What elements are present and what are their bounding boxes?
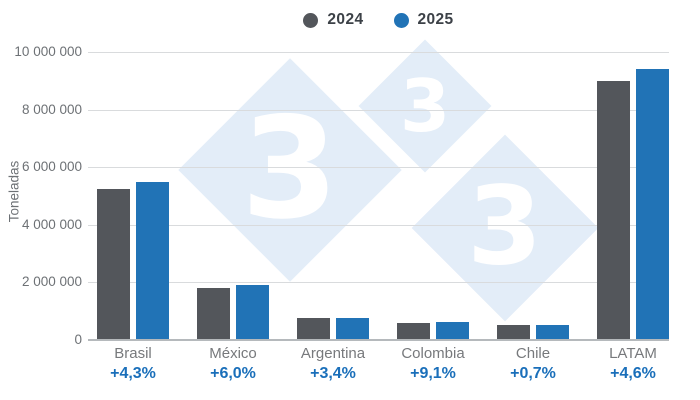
y-tick-label: 2 000 000 — [21, 274, 82, 290]
gridline — [88, 167, 669, 169]
bar-2025-chile — [536, 324, 569, 340]
x-label-colombia: Colombia — [401, 345, 465, 362]
bar-2025-brasil — [136, 182, 169, 340]
legend-dot-2025-icon — [393, 12, 409, 28]
legend-item-2024[interactable]: 2024 — [303, 11, 363, 29]
gridline — [88, 52, 669, 53]
y-tick-label: 4 000 000 — [21, 216, 82, 232]
growth-label-chile: +0,7% — [510, 365, 556, 382]
bar-2024-chile — [497, 324, 530, 340]
growth-label-colombia: +9,1% — [410, 365, 456, 382]
bar-2024-latam — [597, 80, 630, 340]
legend-label-2024: 2024 — [327, 11, 364, 28]
x-label-brasil: Brasil — [114, 345, 152, 362]
gridline — [88, 109, 669, 111]
x-label-argentina: Argentina — [300, 345, 366, 362]
bar-2025-latam — [636, 68, 669, 340]
bar-2025-colombia — [436, 321, 469, 340]
bar-2025-mexico — [236, 285, 269, 340]
growth-label-brasil: +4,3% — [110, 365, 156, 382]
gridline — [88, 224, 669, 226]
x-axis-line — [88, 339, 669, 341]
legend-label-2025: 2025 — [417, 11, 454, 28]
y-tick-label: 6 000 000 — [21, 159, 82, 175]
plot-area — [88, 52, 669, 341]
y-tick-label: 10 000 000 — [14, 44, 82, 59]
x-label-latam: LATAM — [609, 345, 657, 362]
bar-2024-mexico — [197, 288, 230, 340]
growth-label-mexico: +6,0% — [210, 365, 256, 382]
y-tick-label: 0 — [74, 332, 82, 347]
bar-2024-colombia — [397, 323, 430, 340]
legend-dot-2024-icon — [303, 12, 319, 28]
bar-2024-argentina — [297, 318, 330, 340]
legend-item-2025[interactable]: 2025 — [393, 11, 454, 29]
chart-legend: 2024 2025 — [88, 10, 669, 30]
growth-label-latam: +4,6% — [610, 365, 656, 382]
x-label-chile: Chile — [515, 345, 551, 362]
bar-2024-brasil — [97, 188, 130, 340]
y-tick-label: 8 000 000 — [21, 101, 82, 117]
bar-2025-argentina — [336, 317, 369, 340]
gridline — [88, 282, 669, 284]
growth-label-argentina: +3,4% — [310, 365, 356, 382]
x-label-mexico: México — [209, 345, 257, 362]
